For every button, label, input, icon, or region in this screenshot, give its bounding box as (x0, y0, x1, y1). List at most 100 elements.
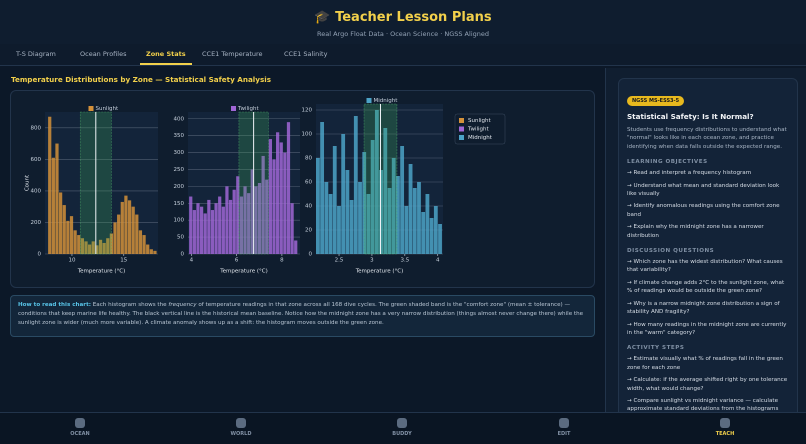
list-item: → If climate change adds 2°C to the sunl… (627, 279, 785, 295)
histogram-bar (98, 239, 103, 254)
list-item: → Calculate: if the average shifted righ… (627, 377, 788, 392)
histogram-bar (353, 116, 358, 254)
tab[interactable]: Ocean Profiles (80, 50, 127, 58)
histogram-bar (438, 224, 442, 254)
nav-item[interactable]: BUDDY (392, 431, 412, 437)
histogram-bar (265, 179, 269, 254)
histogram-bar (425, 194, 430, 254)
histogram-bar (433, 206, 438, 254)
histogram-bar (243, 186, 247, 254)
nav-icon (236, 418, 246, 428)
y-tick-label: 100 (174, 218, 185, 224)
y-tick-label: 120 (302, 108, 313, 114)
app-title: 🎓 Teacher Lesson Plans (314, 10, 492, 25)
title-icon (366, 98, 372, 103)
section-heading: ACTIVITY STEPS (627, 345, 685, 352)
title-icon (231, 106, 236, 111)
histogram-bar (328, 194, 333, 254)
y-tick-label: 0 (309, 252, 313, 258)
tab[interactable]: CCE1 Temperature (202, 50, 263, 58)
list-item: → Why is a narrow midnight zone distribu… (627, 300, 780, 316)
y-axis-label: Count (25, 174, 31, 191)
histogram-bar (374, 110, 379, 254)
y-tick-label: 80 (305, 156, 312, 162)
tab[interactable]: CCE1 Salinity (284, 50, 328, 58)
histogram-bar (117, 214, 121, 254)
list-item: → Estimate visually what % of readings f… (627, 356, 783, 371)
y-tick-label: 300 (174, 150, 185, 156)
histogram-bar (341, 134, 346, 254)
histogram-bar (138, 230, 143, 254)
chart-title: Sunlight (96, 106, 119, 112)
legend-label: Sunlight (468, 118, 491, 124)
legend-label: Midnight (468, 135, 493, 141)
histogram-bar (55, 143, 59, 254)
nav-item[interactable]: WORLD (230, 431, 252, 437)
nav-icon (720, 418, 730, 428)
y-tick-label: 0 (181, 252, 185, 258)
y-tick-label: 100 (302, 132, 313, 138)
x-axis-label: Temperature (°C) (355, 269, 403, 275)
y-tick-label: 50 (177, 235, 184, 241)
chart-title: Midnight (374, 98, 399, 104)
list-item: → How many readings in the midnight zone… (627, 321, 787, 336)
histogram-bar (332, 146, 337, 254)
histogram-bar (290, 203, 294, 254)
histogram-bar (345, 170, 350, 254)
nav-item[interactable]: OCEAN (70, 431, 90, 437)
histogram-bar (66, 220, 70, 254)
histogram-bar (396, 176, 400, 254)
histogram-bar (58, 192, 63, 254)
histogram-bar (400, 146, 405, 254)
tab[interactable]: Zone Stats (140, 50, 192, 65)
legend-swatch (459, 135, 464, 140)
y-tick-label: 60 (305, 180, 312, 186)
histogram-bar (203, 213, 207, 254)
info-text: Each histogram shows the (90, 302, 169, 308)
histogram-bar (228, 199, 233, 254)
histogram-bar (196, 203, 200, 254)
info-box: How to read this chart: Each histogram s… (10, 295, 595, 337)
app-subtitle: Real Argo Float Data · Ocean Science · N… (317, 30, 489, 38)
y-tick-label: 600 (31, 157, 42, 163)
histogram-bar (247, 193, 251, 254)
histogram-bar (379, 170, 383, 254)
nav-item[interactable]: TEACH (715, 431, 735, 437)
x-tick-label: 2.5 (335, 258, 344, 264)
list-item: → Compare sunlight vs midnight variance … (627, 397, 779, 412)
list-item: → Identify anomalous readings using the … (627, 203, 780, 218)
histogram-bar (362, 152, 367, 254)
nav-icon (397, 418, 407, 428)
histogram-bar (421, 212, 426, 254)
histogram-bar (51, 157, 55, 254)
y-tick-label: 350 (174, 133, 185, 139)
histogram-bar (316, 158, 320, 254)
list-item: → Explain why the midnight zone has a na… (627, 224, 764, 239)
x-tick-label: 4 (436, 258, 440, 264)
histogram-bar (225, 186, 229, 254)
section-title: Temperature Distributions by Zone — Stat… (11, 75, 271, 84)
x-tick-label: 10 (68, 258, 75, 264)
section-heading: DISCUSSION QUESTIONS (627, 248, 715, 255)
histogram-bar (320, 122, 325, 254)
histogram-bar (383, 128, 388, 254)
histogram-bar (135, 214, 139, 254)
list-item: → Which zone has the widest distribution… (627, 259, 783, 274)
x-tick-label: 6 (235, 258, 239, 264)
x-tick-label: 8 (280, 258, 284, 264)
lesson-title: Statistical Safety: Is It Normal? (627, 112, 754, 121)
histogram-bar (250, 169, 254, 254)
tab[interactable]: T-S Diagram (16, 50, 56, 58)
histogram-bar (324, 182, 329, 254)
list-item: → Understand what mean and standard devi… (627, 182, 780, 198)
histogram-bar (232, 189, 236, 254)
y-tick-label: 20 (305, 228, 312, 234)
histogram-bar (337, 206, 341, 254)
nav-item[interactable]: EDIT (557, 431, 571, 437)
histogram-bar (91, 241, 95, 254)
histogram-bar (358, 182, 362, 254)
histogram-bar (69, 216, 74, 254)
y-tick-label: 200 (174, 184, 185, 190)
